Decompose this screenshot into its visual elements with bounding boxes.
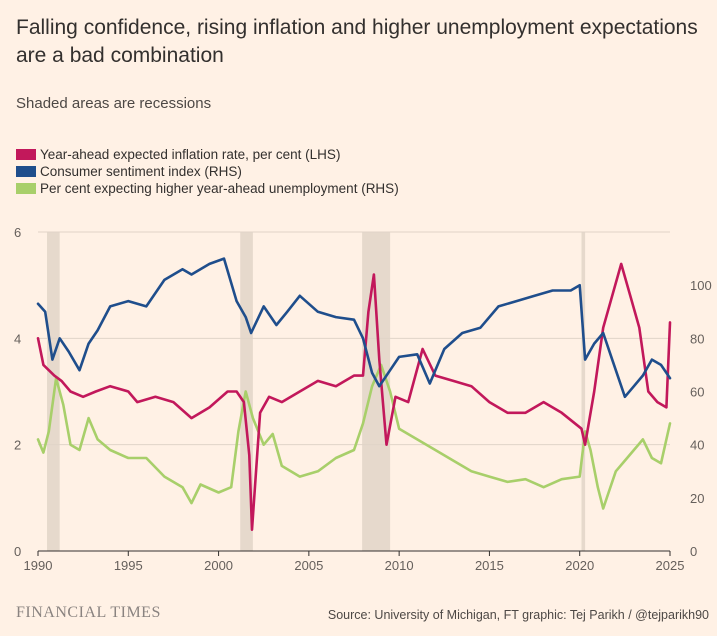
x-tick-label: 1990: [24, 558, 53, 573]
chart-subtitle: Shaded areas are recessions: [16, 95, 212, 112]
x-tick-label: 2020: [565, 558, 594, 573]
legend-label-unemployment: Per cent expecting higher year-ahead une…: [40, 181, 399, 196]
x-tick-label: 2015: [475, 558, 504, 573]
x-tick-label: 2000: [204, 558, 233, 573]
source-note: Source: University of Michigan, FT graph…: [327, 608, 709, 622]
recession-band-4: [581, 232, 586, 551]
rhs-tick-label: 40: [690, 438, 704, 453]
rhs-tick-label: 80: [690, 331, 704, 346]
legend-item-sentiment: Consumer sentiment index (RHS): [16, 163, 399, 180]
legend-swatch-sentiment: [16, 166, 36, 177]
sentiment-line: [36, 257, 672, 399]
x-tick-label: 1995: [114, 558, 143, 573]
lhs-tick-label: 0: [14, 544, 21, 559]
lhs-tick-label: 6: [14, 225, 21, 240]
unemployment-line: [36, 363, 672, 510]
legend-item-unemployment: Per cent expecting higher year-ahead une…: [16, 180, 399, 197]
series-lines-group: [36, 257, 672, 532]
recession-band-3: [362, 232, 391, 551]
x-tick-label: 2010: [385, 558, 414, 573]
x-tick-label: 2005: [294, 558, 323, 573]
rhs-tick-label: 60: [690, 385, 704, 400]
lhs-tick-label: 2: [14, 438, 21, 453]
rhs-tick-label: 0: [690, 544, 697, 559]
legend-label-inflation: Year-ahead expected inflation rate, per …: [40, 147, 341, 162]
x-tick-label: 2025: [656, 558, 685, 573]
inflation-line: [36, 262, 672, 532]
legend-label-sentiment: Consumer sentiment index (RHS): [40, 164, 242, 179]
chart-legend: Year-ahead expected inflation rate, per …: [16, 146, 399, 197]
lhs-tick-label: 4: [14, 331, 21, 346]
legend-swatch-inflation: [16, 149, 36, 160]
chart-title: Falling confidence, rising inflation and…: [16, 16, 698, 67]
legend-swatch-unemployment: [16, 183, 36, 194]
rhs-tick-label: 100: [690, 278, 712, 293]
gridlines-group: [38, 231, 670, 446]
ft-logo: FINANCIAL TIMES: [16, 604, 161, 621]
rhs-tick-label: 20: [690, 491, 704, 506]
legend-item-inflation: Year-ahead expected inflation rate, per …: [16, 146, 399, 163]
